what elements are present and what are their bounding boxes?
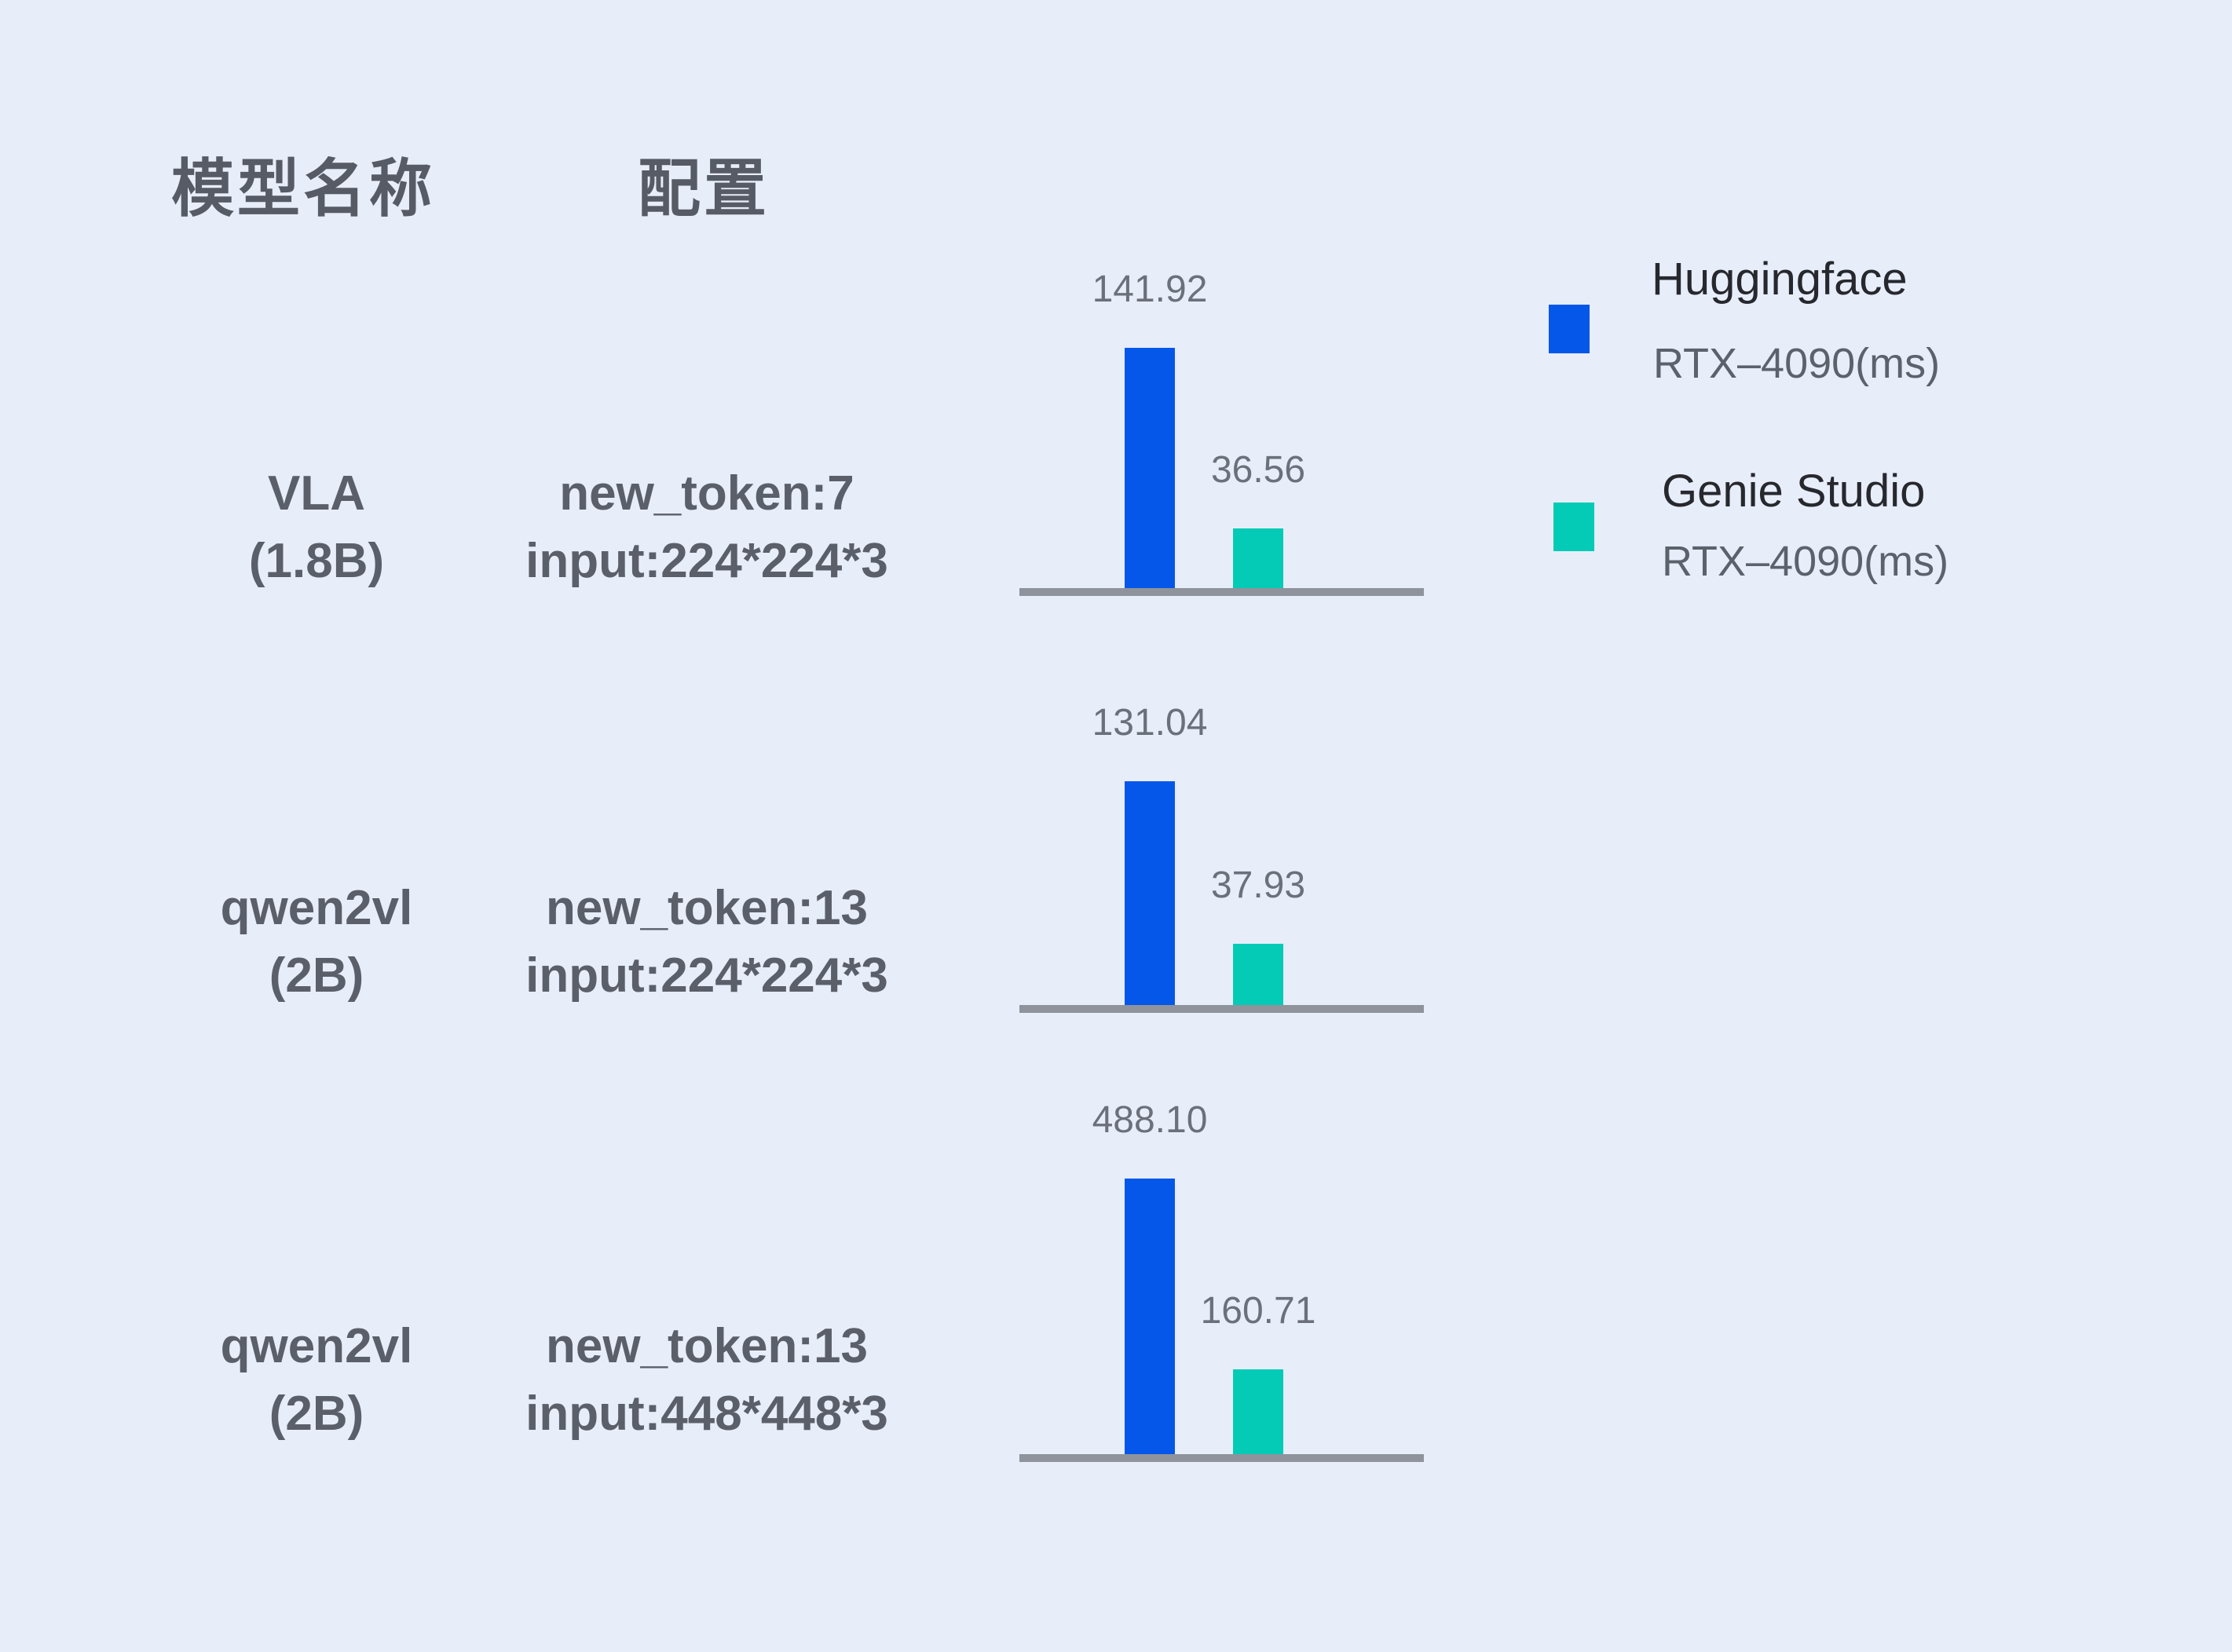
legend-swatch-genie-studio bbox=[1553, 503, 1594, 551]
bar-value-label: 160.71 bbox=[1200, 1290, 1316, 1332]
huggingface-bar-group: 131.04 bbox=[1092, 704, 1207, 1005]
genie-studio-bar-group: 37.93 bbox=[1211, 867, 1305, 1005]
column-header-model-name: 模型名称 bbox=[171, 154, 435, 224]
model-size: (2B) bbox=[269, 948, 364, 1003]
row-model-label: qwen2vl (2B) bbox=[171, 875, 462, 1010]
bar-value-label: 37.93 bbox=[1210, 864, 1306, 906]
row-config-label: new_token:13 input:224*224*3 bbox=[503, 875, 911, 1010]
model-size: (1.8B) bbox=[248, 534, 385, 588]
legend-device-huggingface: RTX–4090(ms) bbox=[1653, 340, 1941, 387]
baseline-axis bbox=[1019, 1005, 1424, 1013]
bar-value-label: 36.56 bbox=[1210, 449, 1306, 491]
baseline-axis bbox=[1019, 1454, 1424, 1462]
bar-chart-row-2: 131.04 37.93 bbox=[1019, 573, 1424, 1013]
genie-studio-bar bbox=[1233, 1369, 1283, 1454]
model-name: qwen2vl bbox=[220, 881, 413, 935]
row-model-label: VLA (1.8B) bbox=[171, 460, 462, 595]
huggingface-bar bbox=[1125, 1179, 1175, 1454]
baseline-axis bbox=[1019, 588, 1424, 596]
genie-studio-bar bbox=[1233, 528, 1283, 588]
config-new-token: new_token:13 bbox=[545, 881, 869, 935]
genie-studio-bar bbox=[1233, 944, 1283, 1005]
config-input: input:448*448*3 bbox=[525, 1387, 888, 1441]
bar-chart-row-1: 141.92 36.56 bbox=[1019, 156, 1424, 596]
huggingface-bar-group: 141.92 bbox=[1092, 271, 1207, 588]
legend-label-huggingface: Huggingface bbox=[1652, 254, 1908, 305]
model-name: qwen2vl bbox=[220, 1319, 413, 1373]
bar-value-label: 141.92 bbox=[1092, 269, 1208, 310]
config-input: input:224*224*3 bbox=[525, 948, 888, 1003]
huggingface-bar bbox=[1125, 348, 1175, 588]
bar-chart-row-3: 488.10 160.71 bbox=[1019, 1022, 1424, 1462]
legend-swatch-huggingface bbox=[1549, 305, 1590, 353]
genie-studio-bar-group: 36.56 bbox=[1211, 451, 1305, 588]
config-input: input:224*224*3 bbox=[525, 534, 888, 588]
config-new-token: new_token:13 bbox=[545, 1319, 869, 1373]
row-config-label: new_token:13 input:448*448*3 bbox=[503, 1313, 911, 1448]
genie-studio-bar-group: 160.71 bbox=[1201, 1292, 1315, 1454]
bar-value-label: 131.04 bbox=[1092, 702, 1208, 744]
legend-label-genie-studio: Genie Studio bbox=[1662, 466, 1926, 517]
bar-value-label: 488.10 bbox=[1092, 1099, 1208, 1141]
row-config-label: new_token:7 input:224*224*3 bbox=[503, 460, 911, 595]
huggingface-bar-group: 488.10 bbox=[1092, 1102, 1207, 1454]
model-name: VLA bbox=[268, 466, 365, 521]
huggingface-bar bbox=[1125, 781, 1175, 1005]
column-header-config: 配置 bbox=[638, 154, 770, 224]
legend-device-genie-studio: RTX–4090(ms) bbox=[1662, 538, 1949, 585]
model-size: (2B) bbox=[269, 1387, 364, 1441]
row-model-label: qwen2vl (2B) bbox=[171, 1313, 462, 1448]
config-new-token: new_token:7 bbox=[559, 466, 854, 521]
